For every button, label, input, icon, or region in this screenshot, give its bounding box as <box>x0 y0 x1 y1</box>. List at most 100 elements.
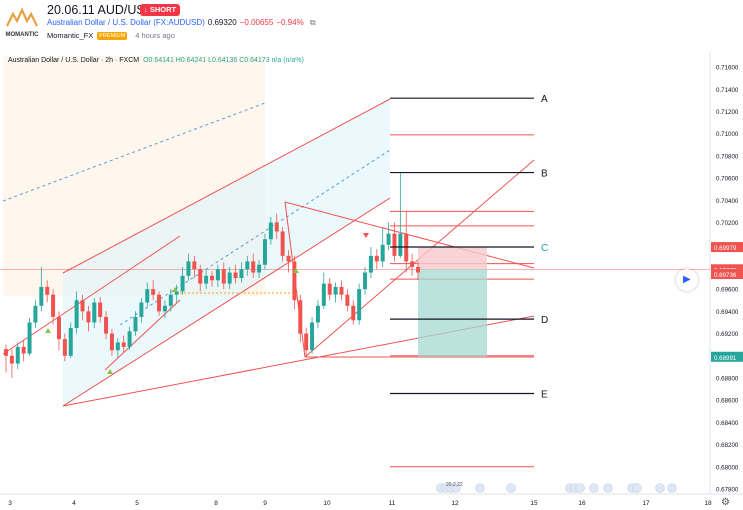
candle-body <box>274 222 279 232</box>
candle-body <box>56 316 61 340</box>
candle-body <box>33 305 38 323</box>
x-tick-label: 3 <box>8 500 12 507</box>
gear-icon[interactable]: ⚙ <box>721 497 730 508</box>
candle-body <box>104 316 109 334</box>
candle-body <box>321 283 326 306</box>
play-icon: ▶ <box>683 274 691 285</box>
event-flag-icon[interactable] <box>506 483 516 493</box>
author-badge: PREMIUM <box>97 32 128 41</box>
legend-ohlc: O0.64141 H0.64241 L0.64136 C0.64173 n/a … <box>143 57 304 64</box>
price-label-text: 0.69736 <box>714 272 737 279</box>
candle-body <box>127 331 132 347</box>
candle-body <box>204 275 209 284</box>
candle-body <box>304 333 309 351</box>
y-tick-label: 0.71000 <box>716 131 739 138</box>
candle-body <box>239 269 244 279</box>
event-flag-icon[interactable] <box>451 483 461 493</box>
candle-body <box>180 275 185 292</box>
event-flag-icon[interactable] <box>475 483 485 493</box>
candle-body <box>280 231 285 256</box>
channel-lower-line <box>62 197 391 407</box>
price-label-bg <box>711 351 743 362</box>
event-flag-icon[interactable] <box>603 483 613 493</box>
candle-body <box>345 294 350 306</box>
symbol-change: −0.00655 <box>239 18 274 27</box>
candle-body <box>357 289 362 321</box>
candle-body <box>251 261 256 273</box>
buy-signal-marker <box>45 328 51 333</box>
candle-body <box>51 294 56 317</box>
candle-body <box>315 305 320 323</box>
buy-signal-marker <box>172 287 178 292</box>
candle-body <box>115 342 120 351</box>
level-label-e: E <box>541 390 548 401</box>
x-tick-label: 12 <box>451 500 459 507</box>
symbol-price: 0.69320 <box>207 18 237 27</box>
candle-body <box>386 233 391 245</box>
x-tick-label: 11 <box>389 500 396 507</box>
short-badge-label: SHORT <box>149 5 177 14</box>
chart-legend: Australian Dollar / U.S. Dollar · 2h · F… <box>8 57 304 64</box>
candle-body <box>62 339 67 356</box>
x-tick-label: 10 <box>323 500 331 507</box>
x-tick-label: 8 <box>214 500 218 507</box>
candle-body <box>15 346 20 364</box>
momantic-logo: MOMANTIC <box>3 6 41 40</box>
candle-body <box>121 342 126 347</box>
level-label-d: D <box>541 315 548 326</box>
candle-body <box>39 286 44 306</box>
event-flag-label: 20.2.22 <box>446 482 463 488</box>
event-flag-icon[interactable] <box>575 483 585 493</box>
candle-body <box>151 289 156 295</box>
inner-trendline <box>104 299 181 371</box>
channel-fill <box>63 99 390 406</box>
candle-body <box>145 289 150 303</box>
candle-body <box>109 333 114 351</box>
symbol-link[interactable]: Australian Dollar / U.S. Dollar (FX:AUDU… <box>47 18 205 27</box>
candle-body <box>80 300 85 312</box>
left-trendline <box>2 235 181 355</box>
x-tick-label: 18 <box>704 500 712 507</box>
candle-body <box>210 275 214 281</box>
candle-body <box>257 264 262 273</box>
candle-body <box>398 233 403 256</box>
take-profit-zone <box>418 269 487 357</box>
candle-body <box>339 286 344 295</box>
buy-signal-marker <box>293 268 299 273</box>
chart-icon[interactable]: ⧉ <box>309 18 316 27</box>
candle-body <box>380 244 385 262</box>
candle-body <box>186 261 191 276</box>
candle-body <box>233 272 238 279</box>
event-flag-icon[interactable] <box>667 483 677 493</box>
price-label-text: 0.68991 <box>714 355 737 362</box>
candle-body <box>215 269 220 281</box>
candle-body <box>168 294 173 306</box>
event-flag-icon[interactable] <box>632 483 642 493</box>
descending-wedge-line <box>284 201 535 269</box>
candle-body <box>133 316 138 332</box>
candle-body <box>9 355 14 364</box>
y-tick-label: 0.69200 <box>716 331 739 338</box>
y-tick-label: 0.69400 <box>716 309 739 316</box>
replay-button[interactable]: ▶ <box>676 269 698 291</box>
x-tick-label: 9 <box>263 500 267 507</box>
price-label-text: 0.69979 <box>714 245 737 252</box>
y-tick-label: 0.70400 <box>716 198 739 205</box>
event-flag-icon[interactable] <box>589 483 599 493</box>
time-ago: 4 hours ago <box>135 31 175 40</box>
candle-body <box>45 286 50 295</box>
event-flag-icon[interactable] <box>655 483 665 493</box>
candle-body <box>86 311 91 323</box>
candle-body <box>262 239 267 265</box>
candle-body <box>221 269 226 284</box>
y-tick-label: 0.68400 <box>716 420 739 427</box>
candle-body <box>410 261 415 267</box>
level-label-a: A <box>541 94 548 105</box>
candle-body <box>392 233 397 256</box>
y-tick-label: 0.68600 <box>716 398 739 405</box>
author-name[interactable]: Momantic_FX <box>47 31 94 40</box>
price-label-bg <box>711 269 743 280</box>
upper-dashed-trendline <box>2 102 266 202</box>
candle-body <box>98 302 103 317</box>
